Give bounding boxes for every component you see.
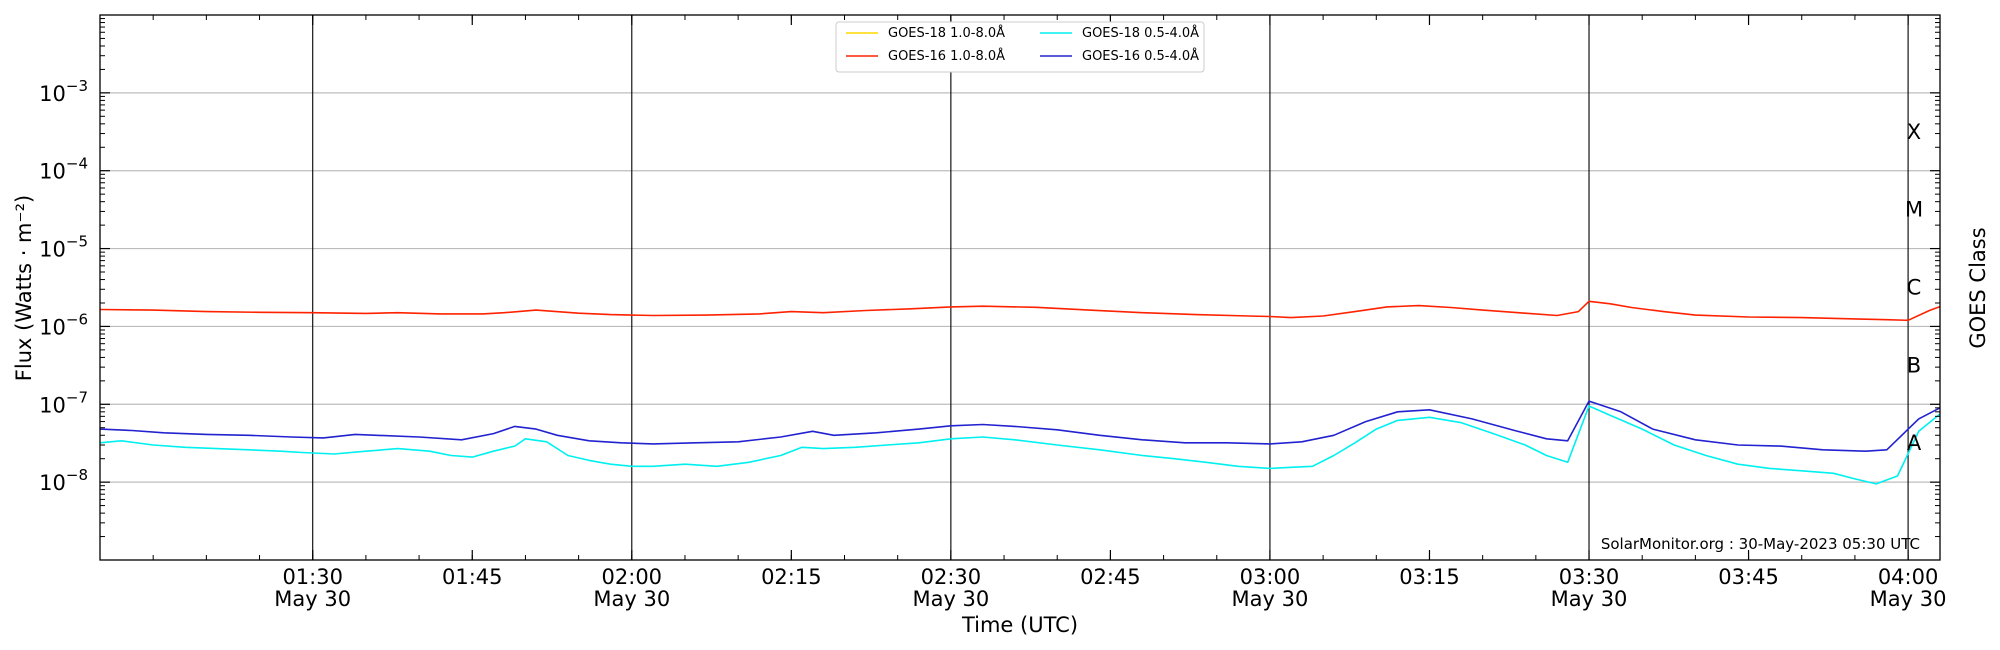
- y-tick-labels: 10−3 10−4 10−5 10−6 10−7 10−8: [39, 77, 88, 495]
- x-tick-label: 03:00: [1240, 565, 1301, 589]
- x-tick-label: 02:15: [761, 565, 822, 589]
- x-tick-label: 04:00: [1878, 565, 1939, 589]
- x-tick-label: 02:30: [921, 565, 982, 589]
- y-tick-label: 10−3: [39, 77, 88, 106]
- x-tick-date-label: May 30: [1551, 587, 1628, 611]
- series-line-3: [99, 400, 1941, 453]
- legend: GOES-18 1.0-8.0Å GOES-16 1.0-8.0Å GOES-18 …: [835, 21, 1205, 73]
- watermark: SolarMonitor.org : 30-May-2023 05:30 UTC: [1601, 535, 1920, 553]
- series-line-1: [99, 300, 1941, 322]
- y-tick-label: 10−7: [39, 388, 88, 417]
- x-axis-title: Time (UTC): [961, 613, 1078, 637]
- legend-entry: GOES-16 0.5-4.0Å: [1082, 48, 1199, 64]
- x-tick-date-label: May 30: [912, 587, 989, 611]
- x-tick-label: 03:15: [1399, 565, 1460, 589]
- y-tick-label: 10−8: [39, 466, 88, 495]
- tick-layer: [99, 15, 1940, 560]
- legend-entry: GOES-18 1.0-8.0Å: [888, 25, 1005, 41]
- x-tick-label: 03:45: [1718, 565, 1779, 589]
- goes-class-label: B: [1907, 353, 1921, 377]
- goes-class-labels: X M C B A: [1905, 120, 1923, 455]
- series-line-2: [99, 405, 1941, 485]
- x-tick-date-label: May 30: [1870, 587, 1947, 611]
- y-axis-title: Flux (Watts · m⁻²): [12, 195, 36, 381]
- x-tick-label: 01:45: [442, 565, 503, 589]
- y-tick-label: 10−6: [39, 310, 88, 339]
- series-layer: [99, 300, 1941, 485]
- grid-layer: [100, 92, 1940, 483]
- y-tick-label: 10−5: [39, 233, 88, 262]
- goes-class-label: A: [1907, 431, 1922, 455]
- y-tick-label: 10−4: [39, 155, 88, 184]
- x-tick-date-label: May 30: [1232, 587, 1309, 611]
- goes-class-label: X: [1907, 120, 1921, 144]
- legend-box: [835, 21, 1205, 73]
- x-tick-label: 01:30: [282, 565, 343, 589]
- legend-entry: GOES-16 1.0-8.0Å: [888, 48, 1005, 64]
- x-tick-label: 03:30: [1559, 565, 1620, 589]
- x-tick-label: 02:45: [1080, 565, 1141, 589]
- legend-entry: GOES-18 0.5-4.0Å: [1082, 25, 1199, 41]
- time-marker-lines: [312, 15, 1909, 560]
- plot-frame: [99, 14, 1941, 561]
- goes-class-label: M: [1905, 198, 1923, 222]
- goes-class-label: C: [1907, 276, 1922, 300]
- x-tick-date-label: May 30: [593, 587, 670, 611]
- x-tick-label: 02:00: [602, 565, 663, 589]
- x-tick-date-label: May 30: [274, 587, 351, 611]
- right-axis-title: GOES Class: [1966, 227, 1990, 348]
